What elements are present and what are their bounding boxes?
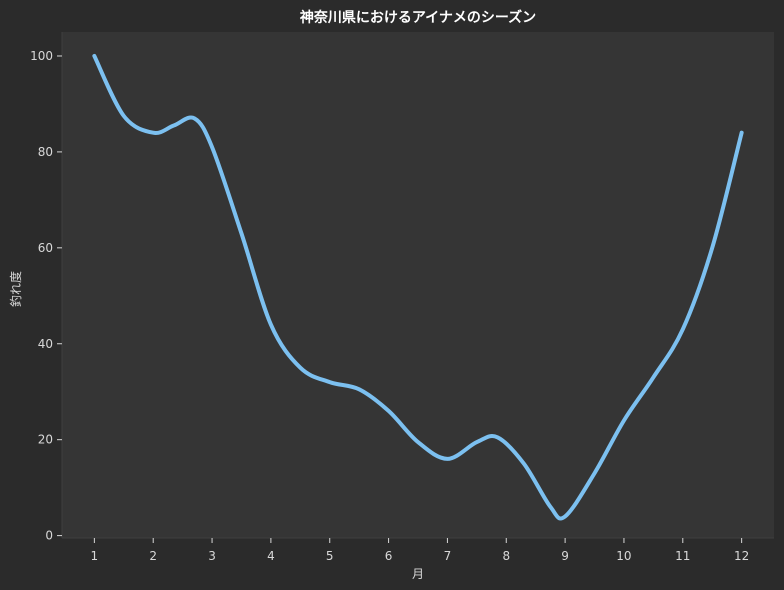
x-tick-label: 8 — [502, 549, 510, 563]
x-tick-label: 9 — [561, 549, 569, 563]
x-tick-label: 12 — [734, 549, 749, 563]
y-axis: 0 20 40 60 80 100 — [30, 32, 63, 543]
x-tick-label: 11 — [675, 549, 690, 563]
y-tick-label: 40 — [38, 337, 53, 351]
y-axis-title: 釣れ度 — [8, 271, 23, 307]
series-line — [92, 53, 744, 521]
x-tick-label: 4 — [267, 549, 275, 563]
y-tick-label: 80 — [38, 145, 53, 159]
x-axis-title: 月 — [412, 567, 424, 581]
y-tick-label: 20 — [38, 433, 53, 447]
x-axis: 1 2 3 4 5 6 7 8 9 10 11 12 — [62, 537, 774, 563]
x-tick-label: 7 — [444, 549, 452, 563]
x-tick-label: 5 — [326, 549, 334, 563]
chart-title: 神奈川県におけるアイナメのシーズン — [300, 9, 536, 26]
series-layer — [92, 53, 744, 521]
x-tick-label: 6 — [385, 549, 393, 563]
plot-area — [62, 32, 774, 538]
x-tick-label: 2 — [149, 549, 157, 563]
x-tick-label: 10 — [616, 549, 631, 563]
x-tick-label: 1 — [91, 549, 99, 563]
y-tick-label: 60 — [38, 241, 53, 255]
y-tick-label: 100 — [30, 49, 53, 63]
y-tick-label: 0 — [45, 529, 53, 543]
x-tick-label: 3 — [208, 549, 216, 563]
